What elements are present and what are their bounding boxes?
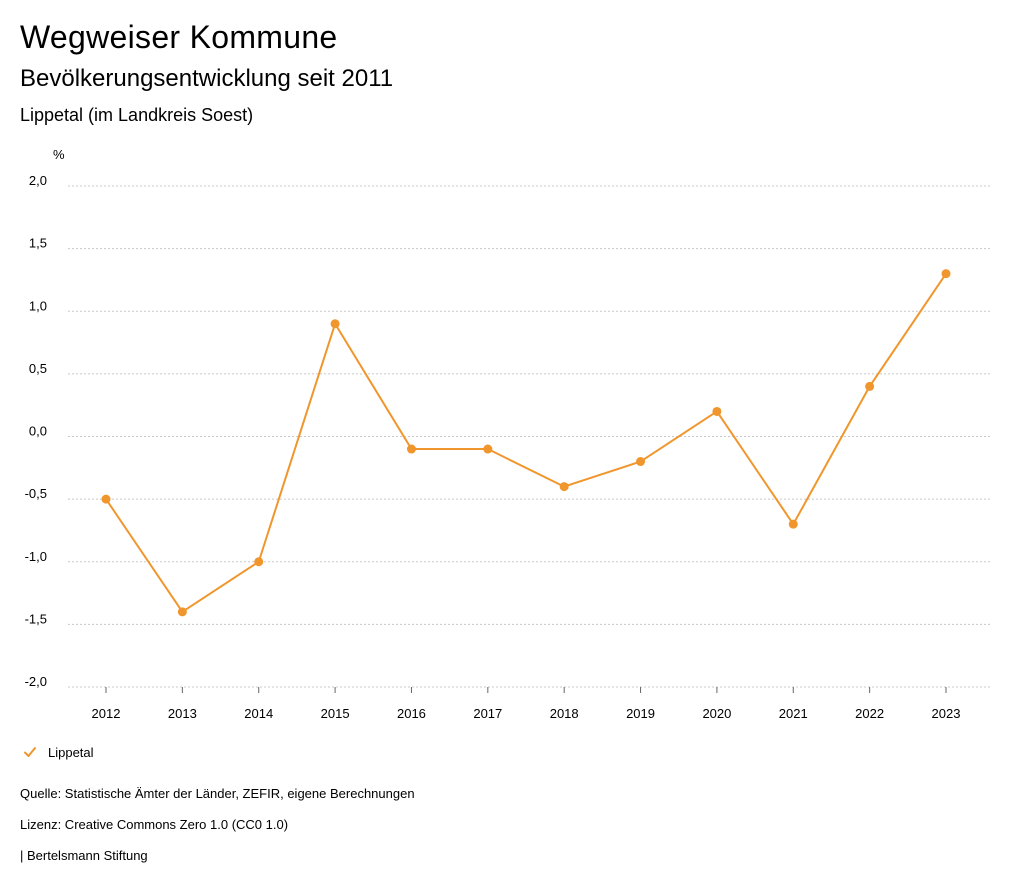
data-point <box>483 444 493 454</box>
y-tick-label: -2,0 <box>25 674 47 689</box>
line-chart: % 2,0 1,5 1,0 0,5 0,0 -0,5 -1,0 -1,5 -2,0 2012 2013… <box>25 147 990 721</box>
x-tick-label: 2012 <box>92 706 121 721</box>
data-point <box>254 557 264 567</box>
data-point <box>788 519 798 529</box>
data-point <box>101 494 111 504</box>
data-point <box>941 269 951 279</box>
x-tick-label: 2022 <box>855 706 884 721</box>
y-tick-label: -1,5 <box>25 611 47 626</box>
data-point <box>712 406 722 416</box>
x-tick-label: 2021 <box>779 706 808 721</box>
x-tick-label: 2020 <box>702 706 731 721</box>
data-point <box>177 607 187 617</box>
data-point <box>636 457 646 467</box>
data-point <box>865 381 875 391</box>
x-tick-label: 2014 <box>244 706 273 721</box>
x-tick-label: 2015 <box>321 706 350 721</box>
data-point <box>559 482 569 492</box>
series-line-lippetal <box>105 273 947 613</box>
x-tick-label: 2018 <box>550 706 579 721</box>
chart-subtitle: Bevölkerungsentwicklung seit 2011 <box>20 65 394 92</box>
y-tick-label: -1,0 <box>25 549 47 564</box>
x-tick-label: 2013 <box>168 706 197 721</box>
license-note: Lizenz: Creative Commons Zero 1.0 (CC0 1… <box>20 817 289 832</box>
x-tick-label: 2016 <box>397 706 426 721</box>
x-tick-label: 2023 <box>932 706 961 721</box>
x-tick-label: 2019 <box>626 706 655 721</box>
legend-label-lippetal: Lippetal <box>48 744 94 760</box>
legend[interactable]: Lippetal <box>22 744 94 760</box>
data-point <box>330 319 340 329</box>
chart-header: Wegweiser Kommune Bevölkerungsentwicklun… <box>20 18 393 126</box>
y-tick-label: 1,0 <box>29 298 47 313</box>
page-title: Wegweiser Kommune <box>20 19 338 55</box>
y-tick-label: -0,5 <box>25 486 47 501</box>
publisher-note: | Bertelsmann Stiftung <box>20 848 148 863</box>
data-point <box>406 444 416 454</box>
source-note: Quelle: Statistische Ämter der Länder, Z… <box>20 786 415 801</box>
region-label: Lippetal (im Landkreis Soest) <box>20 105 254 125</box>
y-axis-unit: % <box>53 147 65 162</box>
x-tick-label: 2017 <box>473 706 502 721</box>
y-tick-label: 0,5 <box>29 361 47 376</box>
checkmark-icon <box>24 747 36 757</box>
y-tick-label: 0,0 <box>29 424 47 439</box>
y-tick-label: 1,5 <box>29 236 47 251</box>
y-tick-label: 2,0 <box>29 173 47 188</box>
